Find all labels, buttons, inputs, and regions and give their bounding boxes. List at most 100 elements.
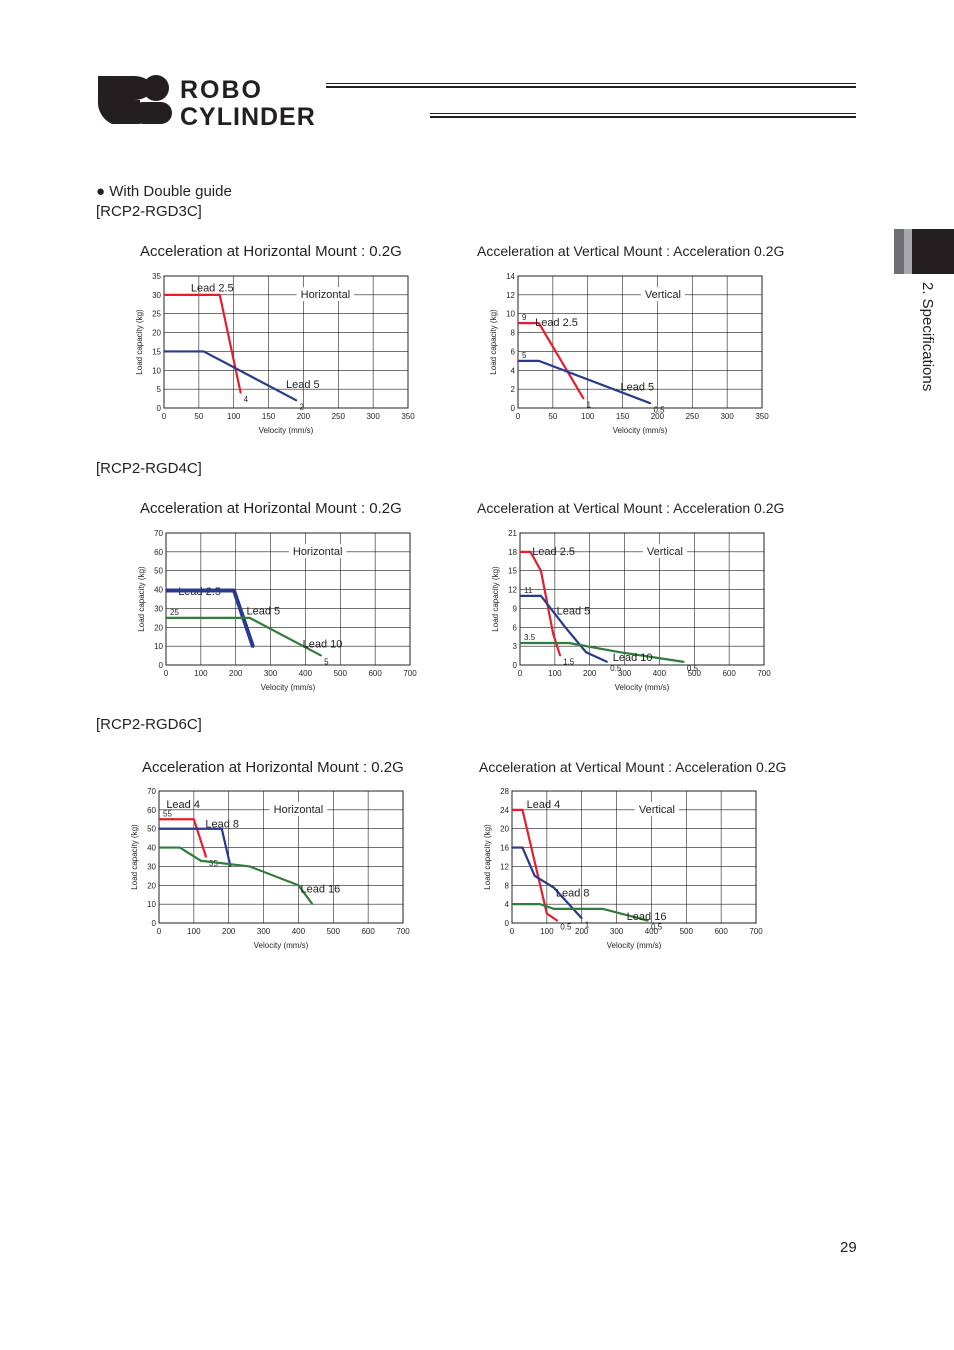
robo-cylinder-logo: ROBO CYLINDER (97, 75, 315, 128)
series-name-label: Lead 5 (557, 606, 591, 618)
series-point (511, 903, 513, 905)
series-end-label: 5 (324, 658, 329, 667)
series-point (517, 360, 519, 362)
series-point (540, 595, 542, 597)
chart-title-6: Acceleration at Vertical Mount : Acceler… (479, 759, 787, 775)
y-tick-label: 40 (154, 586, 163, 595)
series-end-label: 0.5 (560, 923, 572, 932)
box-label: Horizontal (293, 546, 343, 558)
chart-title-3: Acceleration at Horizontal Mount : 0.2G (140, 500, 402, 517)
x-tick-label: 150 (616, 412, 630, 421)
series-point (521, 846, 524, 849)
x-tick-label: 0 (157, 927, 162, 936)
chart-rgd4c-vertical: 0 100 200 300 400 500 600 700 0 3 6 9 12 15 18 21 Veloci… (491, 529, 771, 692)
x-tick-label: 200 (651, 412, 665, 421)
x-tick-label: 700 (757, 669, 771, 678)
series-name-label: Lead 2.5 (191, 283, 234, 295)
series-point (533, 875, 536, 877)
series-point (163, 350, 165, 353)
series-start-label: 25 (170, 608, 179, 617)
y-tick-label: 40 (147, 844, 156, 853)
y-tick-label: 10 (506, 310, 515, 319)
series-start-label: 9 (522, 313, 527, 322)
x-tick-label: 200 (229, 669, 243, 678)
series-point (218, 294, 221, 296)
series-point (585, 651, 588, 654)
series-point (538, 360, 540, 362)
series-point (165, 617, 167, 619)
x-axis-label: Velocity (mm/s) (261, 683, 316, 692)
y-tick-label: 12 (508, 586, 517, 595)
x-tick-label: 0 (164, 669, 169, 678)
y-tick-label: 0 (505, 919, 510, 928)
chart-rgd3c-vertical: 0 50 100 150 200 250 300 350 0 2 4 6 8 10 12 14 Velocity… (489, 272, 769, 435)
y-tick-label: 20 (500, 825, 509, 834)
series-point (163, 294, 165, 296)
series-point (205, 856, 207, 858)
series-name-label: Lead 10 (613, 652, 653, 664)
y-tick-label: 28 (500, 787, 509, 796)
series-point (649, 402, 652, 405)
y-tick-label: 10 (154, 642, 163, 651)
series-point (539, 903, 541, 905)
series-point (553, 886, 555, 889)
box-label-background (642, 544, 687, 559)
y-tick-label: 20 (147, 881, 156, 890)
x-tick-label: 500 (334, 669, 348, 678)
series-start-label: 5 (522, 351, 527, 360)
series-point (519, 642, 521, 644)
series-name-label: Lead 4 (527, 799, 561, 811)
x-tick-label: 500 (688, 669, 702, 678)
series-end-label: 0.5 (651, 923, 663, 932)
y-tick-label: 6 (513, 623, 518, 632)
series-end-label: 4 (244, 395, 249, 404)
series-line-lead-4 (159, 818, 208, 858)
series-end-label: 0.5 (610, 664, 622, 673)
series-name-label: Lead 16 (301, 883, 341, 895)
series-point (248, 865, 251, 868)
y-axis-label: Load capacity (kg) (491, 566, 500, 632)
x-tick-label: 100 (187, 927, 201, 936)
series-name-label: Lead 5 (286, 379, 320, 391)
series-point (683, 661, 685, 663)
x-axis-label: Velocity (mm/s) (254, 941, 309, 950)
x-tick-label: 700 (749, 927, 763, 936)
y-tick-label: 2 (511, 385, 516, 394)
box-label: Horizontal (301, 289, 351, 301)
box-label: Vertical (645, 289, 681, 301)
series-point (252, 646, 254, 648)
y-tick-label: 8 (505, 881, 510, 890)
x-tick-label: 600 (722, 669, 736, 678)
series-point (295, 399, 298, 402)
series-name-label: Lead 5 (620, 382, 654, 394)
series-end-label: 1.5 (563, 658, 575, 667)
series-point (311, 903, 314, 905)
series-point (540, 569, 542, 572)
x-tick-label: 400 (653, 669, 667, 678)
plot-frame (163, 275, 409, 409)
y-tick-label: 12 (500, 862, 509, 871)
y-tick-label: 70 (154, 529, 163, 538)
series-point (233, 589, 235, 592)
series-name-label: Lead 2.5 (535, 317, 578, 329)
y-tick-label: 16 (500, 844, 509, 853)
series-point (193, 818, 195, 821)
y-tick-label: 8 (511, 329, 516, 338)
x-tick-label: 250 (686, 412, 700, 421)
y-axis-label: Load capacity (kg) (489, 309, 498, 375)
box-label: Vertical (639, 804, 675, 816)
series-point (158, 846, 160, 849)
x-axis-label: Velocity (mm/s) (259, 426, 314, 435)
series-start-label: 11 (524, 586, 533, 595)
x-tick-label: 350 (755, 412, 769, 421)
series-point (517, 322, 519, 324)
chart-title-4: Acceleration at Vertical Mount : Acceler… (477, 500, 785, 516)
y-tick-label: 60 (154, 548, 163, 557)
model-label-rgd4c: [RCP2-RGD4C] (96, 460, 202, 477)
chart-rgd4c-horizontal: 0 100 200 300 400 500 600 700 0 10 20 30 40 50 60 70 Vel… (137, 529, 417, 692)
series-point (582, 397, 585, 400)
y-tick-label: 0 (513, 661, 518, 670)
y-tick-label: 10 (147, 900, 156, 909)
series-point (158, 818, 160, 821)
y-tick-label: 50 (147, 825, 156, 834)
